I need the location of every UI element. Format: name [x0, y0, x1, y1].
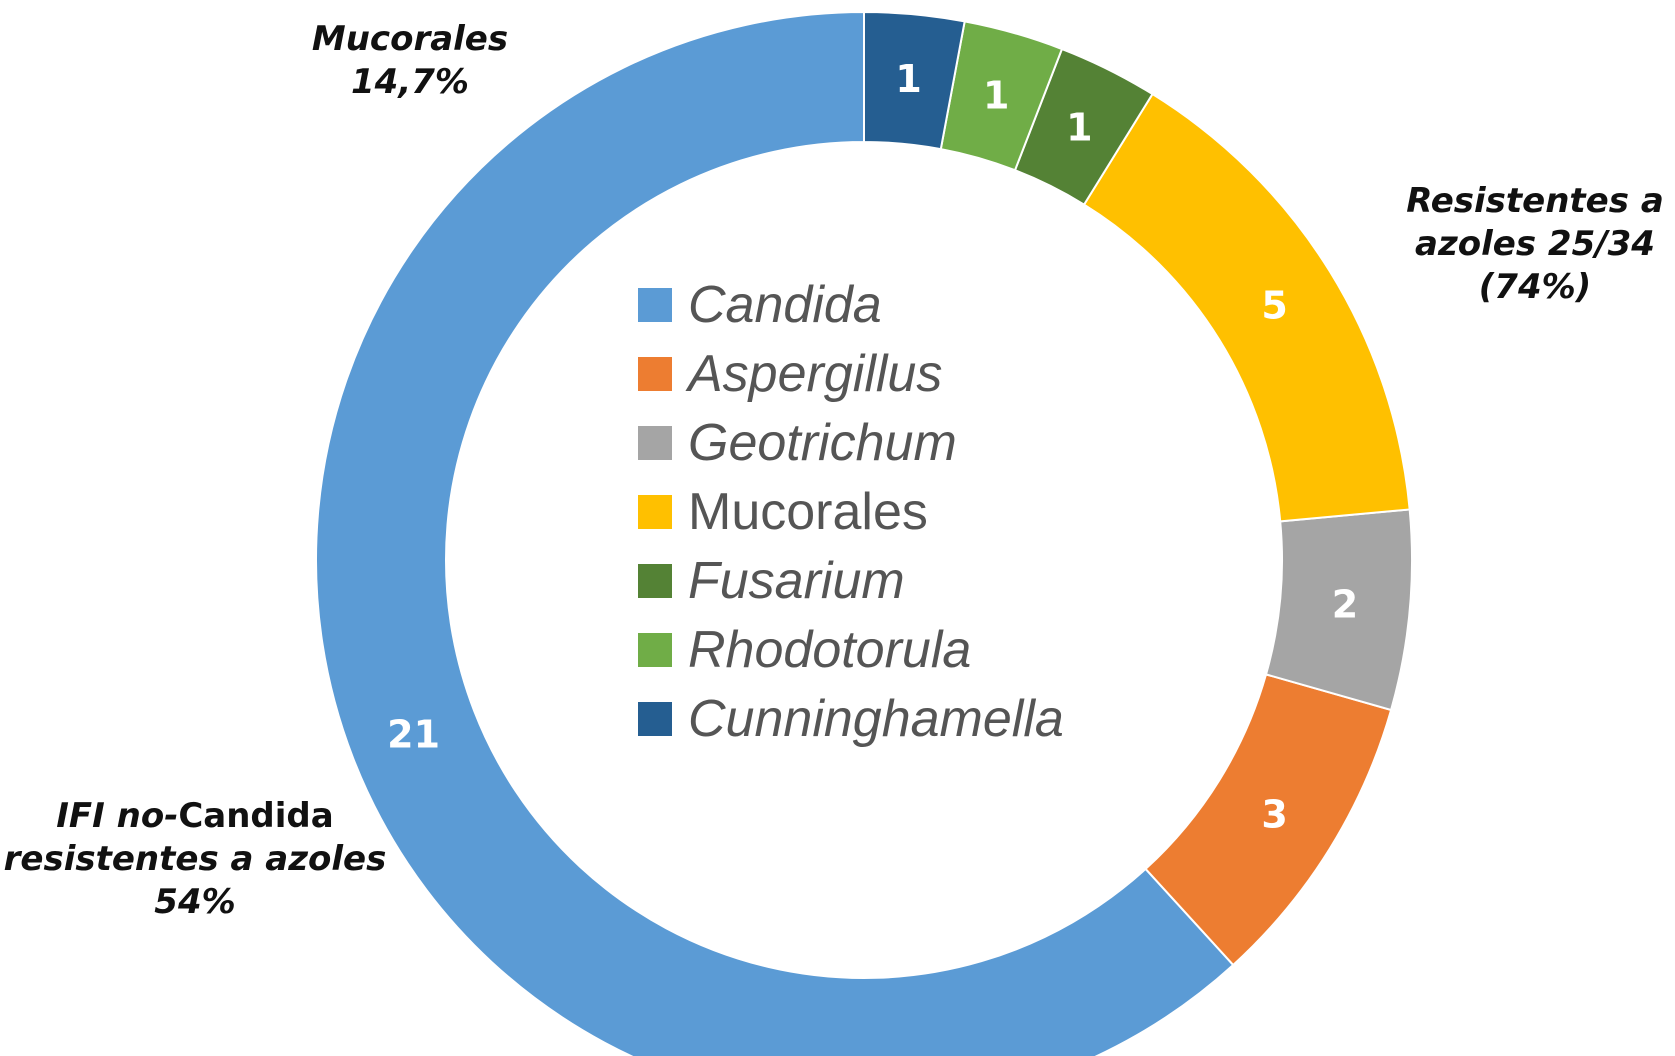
slice-value-labels: 21 3 2 5 1 1 1 — [387, 57, 1358, 836]
annotation-mucorales: Mucorales 14,7% — [280, 18, 540, 104]
legend-label-rhodotorula: Rhodotorula — [688, 621, 971, 679]
slice-label-cunninghamella: 1 — [895, 57, 921, 101]
slice-label-mucorales: 5 — [1261, 284, 1287, 328]
slice-fusarium — [1013, 47, 1154, 206]
legend-swatch-aspergillus — [638, 357, 672, 391]
legend-swatch-geotrichum — [638, 426, 672, 460]
annotation-ifi-line3: 54% — [154, 882, 236, 923]
legend-swatch-cunninghamella — [638, 702, 672, 736]
annotation-resistentes-line1: Resistentes a — [1406, 181, 1664, 221]
legend-label-aspergillus: Aspergillus — [685, 345, 942, 403]
legend-swatch-fusarium — [638, 564, 672, 598]
annotation-mucorales-line2: 14,7% — [351, 62, 469, 103]
legend-label-candida: Candida — [688, 276, 882, 334]
slice-label-aspergillus: 3 — [1261, 792, 1287, 836]
legend-label-mucorales: Mucorales — [688, 483, 928, 541]
legend-label-fusarium: Fusarium — [688, 552, 905, 610]
annotation-ifi: IFI no-Candida resistentes a azoles 54% — [0, 795, 390, 925]
annotation-ifi-line2: resistentes a azoles — [3, 839, 387, 880]
legend-label-cunninghamella: Cunninghamella — [688, 690, 1064, 748]
legend: Candida Aspergillus Geotrichum Mucorales Fus… — [638, 276, 1064, 748]
annotation-resistentes-line2: azoles 25/34 — [1415, 224, 1655, 265]
donut-slices — [315, 10, 1413, 1056]
legend-swatch-rhodotorula — [638, 633, 672, 667]
annotation-resistentes-line3: (74%) — [1478, 267, 1592, 308]
annotation-mucorales-line1: Mucorales — [311, 19, 509, 59]
slice-mucorales — [1082, 92, 1411, 523]
annotation-resistentes: Resistentes a azoles 25/34 (74%) — [1390, 180, 1675, 310]
annotation-ifi-line1-italic: IFI no- — [56, 796, 179, 836]
slice-label-rhodotorula: 1 — [983, 73, 1009, 117]
legend-label-geotrichum: Geotrichum — [688, 414, 957, 472]
slice-label-fusarium: 1 — [1066, 106, 1092, 150]
legend-swatch-mucorales — [638, 495, 672, 529]
annotation-ifi-line1-normal: Candida — [178, 796, 334, 836]
annotation-ifi-line1: IFI no-Candida — [0, 795, 390, 838]
slice-candida — [315, 10, 1235, 1056]
slice-cunninghamella — [863, 10, 966, 151]
slice-rhodotorula — [939, 20, 1064, 172]
slice-label-candida: 21 — [387, 712, 440, 756]
legend-swatch-candida — [638, 288, 672, 322]
slice-geotrichum — [1264, 508, 1413, 712]
slice-aspergillus — [1144, 673, 1393, 967]
slice-label-geotrichum: 2 — [1332, 583, 1358, 627]
